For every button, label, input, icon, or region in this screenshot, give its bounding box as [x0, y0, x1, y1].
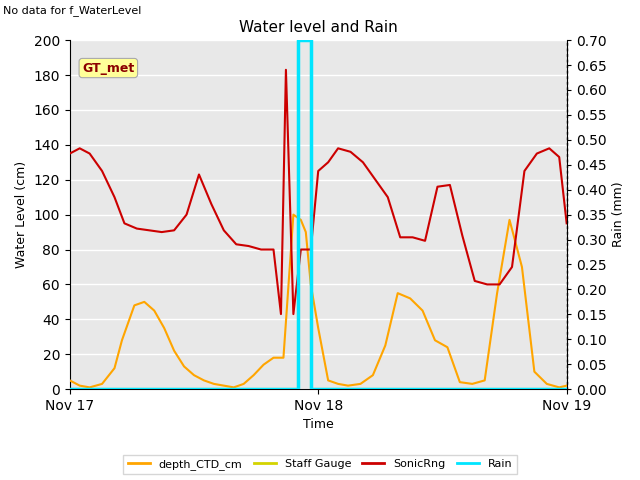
Text: GT_met: GT_met — [82, 61, 134, 74]
X-axis label: Time: Time — [303, 419, 333, 432]
Text: No data for f_WaterLevel: No data for f_WaterLevel — [3, 5, 141, 16]
Title: Water level and Rain: Water level and Rain — [239, 20, 397, 35]
Y-axis label: Rain (mm): Rain (mm) — [612, 182, 625, 248]
Y-axis label: Water Level (cm): Water Level (cm) — [15, 161, 28, 268]
Legend: depth_CTD_cm, Staff Gauge, SonicRng, Rain: depth_CTD_cm, Staff Gauge, SonicRng, Rai… — [123, 455, 517, 474]
